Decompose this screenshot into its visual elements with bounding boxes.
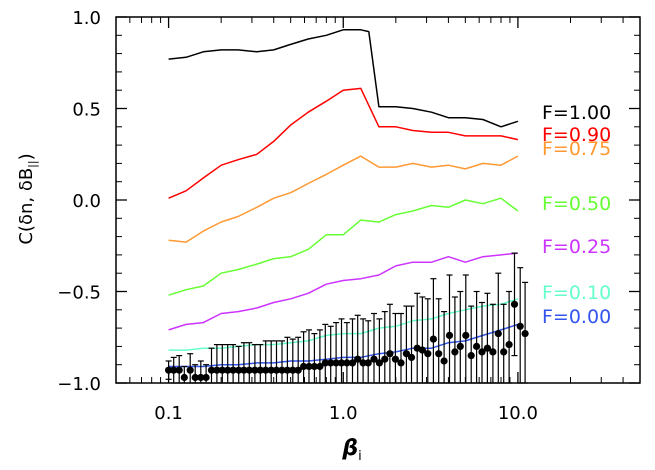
- data-point: [262, 366, 270, 374]
- data-point: [283, 366, 291, 374]
- data-point: [218, 366, 226, 374]
- data-point: [364, 359, 372, 367]
- data-point: [294, 366, 302, 374]
- data-point: [440, 357, 448, 365]
- data-point: [521, 330, 529, 338]
- data-point: [300, 362, 308, 371]
- x-tick-label: 1.0: [329, 403, 358, 424]
- data-point: [354, 355, 362, 363]
- scatter-layer: [165, 252, 529, 384]
- data-point: [375, 359, 383, 367]
- y-axis-label: C(δn, δB||): [16, 153, 39, 244]
- data-point: [191, 373, 199, 382]
- data-point: [505, 341, 513, 349]
- data-point: [500, 348, 508, 356]
- data-point: [202, 373, 210, 382]
- data-point: [451, 348, 459, 356]
- data-point: [327, 359, 335, 367]
- data-point: [197, 373, 205, 382]
- y-axis-label-subscript: ||: [26, 160, 39, 167]
- data-point: [180, 373, 188, 382]
- data-point: [467, 352, 475, 360]
- data-point: [332, 359, 340, 367]
- legend-label-000: F=0.00: [542, 306, 611, 328]
- data-point: [272, 366, 281, 374]
- axes-layer: 0.1 1.0 10.0 −1.0 −0.5 0.0 0.5 1.0: [57, 8, 641, 424]
- x-axis-label-subscript: i: [358, 449, 362, 464]
- y-tick-label: −0.5: [57, 283, 101, 304]
- data-point: [516, 322, 524, 330]
- series-line-025: [168, 252, 518, 331]
- x-axis-label: βi: [341, 436, 361, 464]
- data-point: [224, 366, 232, 374]
- data-point: [310, 362, 318, 371]
- data-point: [278, 366, 286, 374]
- data-point: [256, 366, 264, 374]
- x-tick-label: 0.1: [154, 403, 183, 424]
- data-point: [305, 362, 313, 371]
- series-layer: [168, 29, 519, 368]
- data-point: [175, 366, 183, 374]
- legend-layer: F=1.00F=0.90F=0.75 F=0.50 F=0.25 F=0.10F=0.…: [542, 102, 611, 328]
- y-tick-label: −1.0: [57, 374, 101, 395]
- data-point: [424, 350, 432, 358]
- data-point: [391, 355, 399, 363]
- data-point: [397, 359, 405, 367]
- data-point: [478, 348, 486, 356]
- series-line-090: [168, 87, 519, 199]
- y-tick-label: 0.0: [72, 191, 101, 212]
- data-point: [445, 331, 454, 339]
- data-point: [251, 366, 259, 374]
- data-point: [321, 359, 329, 367]
- x-tick-label: 10.0: [498, 403, 538, 424]
- y-tick-label: 1.0: [72, 8, 101, 29]
- data-point: [229, 366, 237, 374]
- series-line-100: [168, 29, 519, 128]
- series-line-050: [168, 197, 519, 296]
- series-line-000: [168, 323, 519, 368]
- data-point: [359, 359, 367, 367]
- y-tick-label: 0.5: [72, 100, 101, 121]
- data-point: [235, 366, 243, 374]
- data-point: [343, 359, 351, 367]
- y-axis-label-close: ): [16, 153, 37, 160]
- data-point: [473, 342, 481, 350]
- data-point: [489, 348, 497, 356]
- data-point: [348, 359, 357, 367]
- data-point: [494, 330, 502, 338]
- data-point: [483, 344, 491, 352]
- data-point: [381, 355, 389, 363]
- data-point: [240, 366, 248, 374]
- data-point: [435, 350, 443, 358]
- data-point: [462, 331, 470, 339]
- data-point: [165, 366, 173, 374]
- legend-label-025: F=0.25: [542, 236, 611, 258]
- data-point: [267, 366, 275, 374]
- data-point: [207, 366, 216, 374]
- data-point: [316, 362, 324, 371]
- legend-label-090: F=0.90: [542, 124, 611, 146]
- data-point: [386, 350, 394, 358]
- legend-label-010: F=0.10: [542, 282, 611, 304]
- legend-label-075: F=0.75: [542, 138, 611, 160]
- data-point: [213, 366, 221, 374]
- data-point: [337, 359, 346, 367]
- data-point: [418, 346, 426, 354]
- data-point: [289, 366, 297, 374]
- series-line-075: [168, 155, 519, 243]
- data-point: [370, 355, 378, 363]
- data-point: [170, 366, 178, 374]
- data-point: [510, 300, 519, 308]
- data-point: [245, 366, 253, 374]
- data-point: [407, 353, 416, 361]
- series-line-010: [168, 298, 519, 351]
- data-point: [186, 366, 194, 374]
- data-point: [429, 335, 437, 343]
- data-point: [456, 342, 464, 350]
- data-point: [402, 350, 410, 358]
- legend-label-050: F=0.50: [542, 193, 611, 215]
- legend-label-100: F=1.00: [542, 102, 611, 124]
